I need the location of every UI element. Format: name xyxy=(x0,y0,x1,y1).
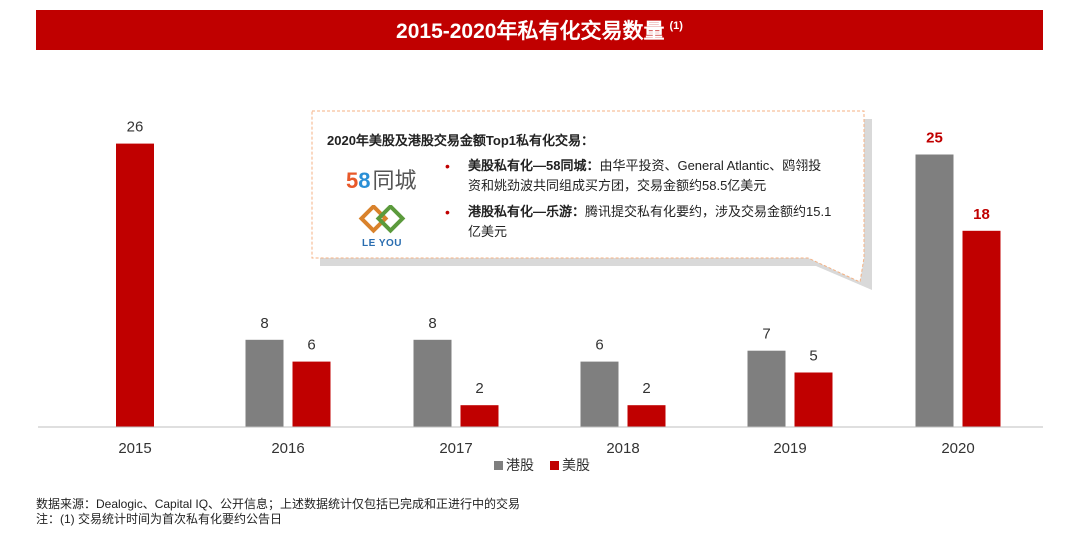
bar-美股-2018 xyxy=(627,405,666,427)
legend-swatch-港股 xyxy=(494,461,503,470)
x-tick-label-2016: 2016 xyxy=(271,440,304,457)
legend-swatch-美股 xyxy=(550,461,559,470)
bar-美股-2019 xyxy=(794,372,833,427)
source-note: 数据来源：Dealogic、Capital IQ、公开信息；上述数据统计仅包括已… xyxy=(36,497,521,511)
le-you-diamond-icon xyxy=(358,203,406,234)
data-label-港股-2018: 6 xyxy=(595,337,603,354)
logo-58-digit-8: 8 xyxy=(358,168,371,193)
58-tongcheng-logo: 5 8 同城 xyxy=(346,163,417,195)
callout-bullet-1: • xyxy=(445,158,450,174)
legend-label-港股: 港股 xyxy=(506,458,534,474)
data-label-港股-2020: 25 xyxy=(926,130,943,147)
timing-note: 注：(1) 交易统计时间为首次私有化要约公告日 xyxy=(36,512,283,526)
bar-港股-2019 xyxy=(747,350,786,427)
bar-港股-2018 xyxy=(580,361,619,427)
le-you-logo: LE YOU xyxy=(356,203,408,249)
chart-title-bar: 2015-2020年私有化交易数量 (1) xyxy=(36,10,1043,50)
bar-港股-2017 xyxy=(413,339,452,427)
x-tick-label-2020: 2020 xyxy=(941,440,974,457)
data-label-美股-2018: 2 xyxy=(642,380,650,397)
callout-item-58-line1: 美股私有化—58同城：由华平投资、General Atlantic、鸥翎投 xyxy=(468,156,821,176)
bar-美股-2015 xyxy=(116,143,154,427)
bar-港股-2016 xyxy=(245,339,284,427)
logo-58-text: 同城 xyxy=(372,168,417,193)
callout-border xyxy=(311,110,865,283)
callout-bullet-2: • xyxy=(445,204,450,220)
x-tick-label-2018: 2018 xyxy=(606,440,639,457)
callout-heading: 2020年美股及港股交易金额Top1私有化交易： xyxy=(327,133,595,148)
callout-item-leyou-text1: 腾讯提交私有化要约，涉及交易金额约15.1 xyxy=(585,204,832,219)
callout-item-leyou-line2: 亿美元 xyxy=(468,224,508,239)
data-label-港股-2017: 8 xyxy=(428,315,436,332)
callout-box xyxy=(311,110,872,290)
callout-item-leyou-line1: 港股私有化—乐游：腾讯提交私有化要约，涉及交易金额约15.1 xyxy=(468,202,831,222)
footnotes: 数据来源：Dealogic、Capital IQ、公开信息；上述数据统计仅包括已… xyxy=(36,497,520,527)
title-note-marker: (1) xyxy=(669,20,683,32)
data-label-美股-2015: 26 xyxy=(127,119,144,136)
data-label-美股-2017: 2 xyxy=(475,380,483,397)
bar-港股-2020 xyxy=(915,154,954,427)
data-label-港股-2019: 7 xyxy=(762,326,770,343)
callout-item-58-line2: 资和姚劲波共同组成买方团，交易金额约58.5亿美元 xyxy=(468,178,767,193)
bar-美股-2016 xyxy=(292,361,331,427)
x-tick-label-2015: 2015 xyxy=(118,440,151,457)
x-tick-label-2017: 2017 xyxy=(439,440,472,457)
bar-美股-2020 xyxy=(962,230,1001,427)
bar-美股-2017 xyxy=(460,405,499,427)
chart-title: 2015-2020年私有化交易数量 xyxy=(396,20,665,43)
le-you-logo-text: LE YOU xyxy=(361,238,403,249)
logo-58-digit-5: 5 xyxy=(346,168,359,193)
callout-item-58-text1: 由华平投资、General Atlantic、鸥翎投 xyxy=(599,158,822,173)
data-label-美股-2020: 18 xyxy=(973,206,990,223)
legend-label-美股: 美股 xyxy=(562,458,590,474)
callout-item-58-bold: 美股私有化—58同城： xyxy=(468,158,600,173)
data-label-美股-2016: 6 xyxy=(307,337,315,354)
callout-item-leyou-bold: 港股私有化—乐游： xyxy=(468,204,586,219)
x-tick-label-2019: 2019 xyxy=(773,440,806,457)
data-label-美股-2019: 5 xyxy=(809,348,817,365)
data-label-港股-2016: 8 xyxy=(260,315,268,332)
